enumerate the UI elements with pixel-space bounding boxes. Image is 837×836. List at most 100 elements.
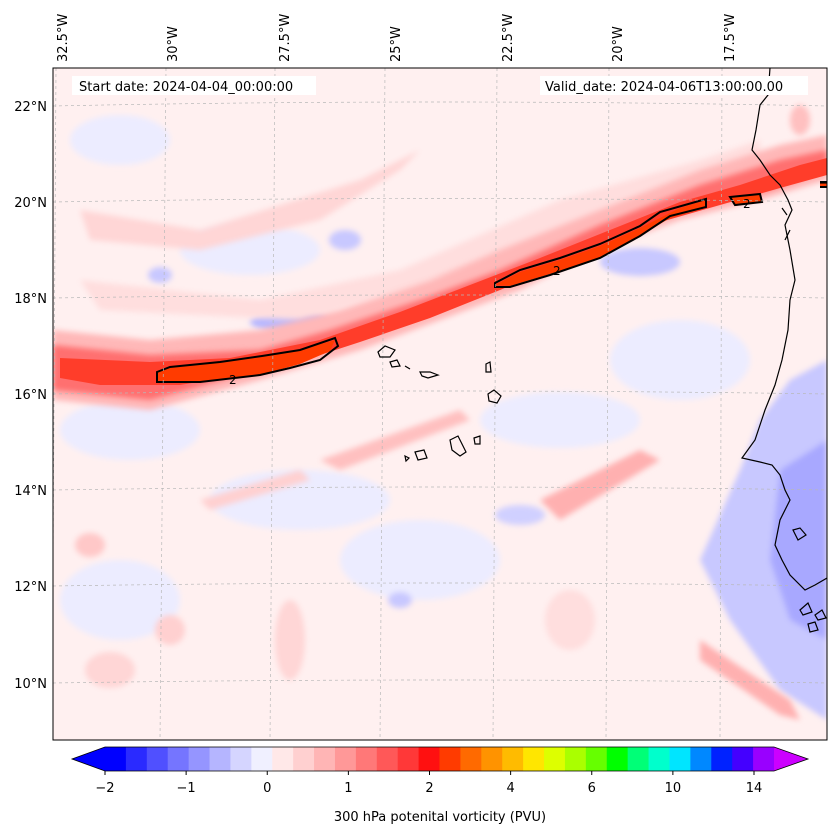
colorbar-max-extend xyxy=(774,747,808,771)
island-maio xyxy=(473,435,481,445)
pv-contour xyxy=(494,197,707,288)
colorbar-swatch xyxy=(690,747,712,771)
lat-label: 20°N xyxy=(14,196,47,211)
contour-label: 2 xyxy=(743,197,751,211)
colorbar-tick-label: 6 xyxy=(588,781,596,796)
lat-label: 12°N xyxy=(14,580,47,595)
island-santa-luzia xyxy=(404,365,411,370)
lon-label: 30°W xyxy=(166,26,181,62)
colorbar-min-extend xyxy=(72,747,105,771)
gridline-lat xyxy=(53,486,827,491)
island-sal xyxy=(485,361,492,373)
colorbar-swatch xyxy=(606,747,629,771)
valid-date-box xyxy=(540,76,808,95)
gridline-lat xyxy=(53,679,827,684)
pv-streak xyxy=(75,533,105,557)
colorbar-title: 300 hPa potenital vorticity (PVU) xyxy=(334,810,546,825)
pv-streak xyxy=(80,150,420,250)
colorbar-tick-label: 1 xyxy=(344,781,352,796)
gridline-lon xyxy=(269,68,276,740)
pv-patch xyxy=(600,248,680,276)
colorbar-tick-label: 2 xyxy=(425,781,433,796)
pv-band-inner xyxy=(60,158,827,385)
colorbar-swatch xyxy=(627,747,650,771)
gridline-lat xyxy=(53,390,827,395)
coast-detail xyxy=(781,207,791,241)
lon-label: 25°W xyxy=(389,26,404,62)
pv-streak xyxy=(275,600,305,680)
pv-patch xyxy=(480,392,640,448)
colorbar-swatch xyxy=(585,747,608,771)
colorbar-tick-label: 4 xyxy=(506,781,514,796)
contour-label: 2 xyxy=(229,373,237,387)
island-brava xyxy=(404,454,411,463)
gridline-lon xyxy=(605,68,610,740)
colorbar: −2 −1 0 1 2 4 6 10 14 300 hPa potenital vorticit… xyxy=(70,746,810,825)
colorbar-swatch xyxy=(272,747,294,771)
latitude-labels: 22°N 20°N 18°N 16°N 14°N 12°N 10°N xyxy=(14,100,47,692)
africa-coastline xyxy=(740,68,827,591)
gridline-lon xyxy=(719,68,723,740)
pv-patch xyxy=(340,520,500,600)
graticule xyxy=(53,68,827,740)
lon-label: 32.5°W xyxy=(56,14,71,62)
lat-label: 18°N xyxy=(14,292,47,307)
colorbar-swatch xyxy=(334,747,357,771)
colorbar-swatch xyxy=(669,747,691,771)
contour-label: 2 xyxy=(553,264,561,278)
pv-streak xyxy=(700,640,800,720)
map-frame xyxy=(52,67,828,741)
pv-core-central xyxy=(495,200,706,286)
gridline-lon xyxy=(379,68,386,740)
colorbar-swatch xyxy=(481,747,503,771)
colorbar-swatch xyxy=(188,747,211,771)
cape-verde-islands xyxy=(377,345,502,463)
pv-patch xyxy=(148,267,172,283)
colorbar-swatch xyxy=(125,747,148,771)
colorbar-tick-label: 10 xyxy=(665,781,682,796)
island-sao-vicente xyxy=(389,359,401,368)
colorbar-swatch xyxy=(711,747,733,771)
colorbar-swatches xyxy=(105,747,775,771)
pv-streak xyxy=(545,590,595,650)
gridline-lon xyxy=(492,68,498,740)
gridline-lat xyxy=(53,294,827,299)
longitude-labels: 32.5°W 30°W 27.5°W 25°W 22.5°W 20°W 17.5… xyxy=(56,14,738,62)
bijagos-islands xyxy=(799,602,827,633)
pv-2-contours xyxy=(156,181,827,383)
colorbar-swatch xyxy=(167,747,190,771)
pv-patch xyxy=(70,115,170,165)
map-plot-area: 2 2 2 xyxy=(53,68,827,740)
pv-streak xyxy=(320,410,470,470)
pv-streak xyxy=(540,450,660,520)
colorbar-swatch xyxy=(460,747,482,771)
pv-patch xyxy=(388,592,412,608)
gridline-lat xyxy=(53,582,827,587)
pv-band-outer xyxy=(53,135,827,410)
lat-label: 16°N xyxy=(14,388,47,403)
pv-streak xyxy=(85,652,135,688)
pv-streak xyxy=(200,470,310,510)
colorbar-swatch xyxy=(355,747,378,771)
island-fogo xyxy=(414,449,428,461)
pv-contour xyxy=(728,192,764,207)
pv-contour xyxy=(820,181,827,188)
colorbar-swatch xyxy=(230,747,252,771)
colorbar-tick-label: −1 xyxy=(177,781,196,796)
pv-streak xyxy=(790,105,810,135)
colorbar-ticks: −2 −1 0 1 2 4 6 10 14 xyxy=(95,771,762,796)
colorbar-swatch xyxy=(502,747,524,771)
colorbar-swatch xyxy=(732,747,754,771)
pv-patch xyxy=(329,230,361,250)
island-santiago xyxy=(449,435,467,457)
island-sao-nicolau xyxy=(419,371,440,379)
colorbar-swatch xyxy=(544,747,566,771)
gridline-lon xyxy=(159,68,167,740)
colorbar-swatch xyxy=(397,747,420,771)
lat-label: 22°N xyxy=(14,100,47,115)
start-date-label: Start date: 2024-04-04_00:00:00 xyxy=(79,80,293,95)
lat-label: 14°N xyxy=(14,484,47,499)
colorbar-swatch xyxy=(523,747,545,771)
lon-label: 27.5°W xyxy=(278,14,293,62)
